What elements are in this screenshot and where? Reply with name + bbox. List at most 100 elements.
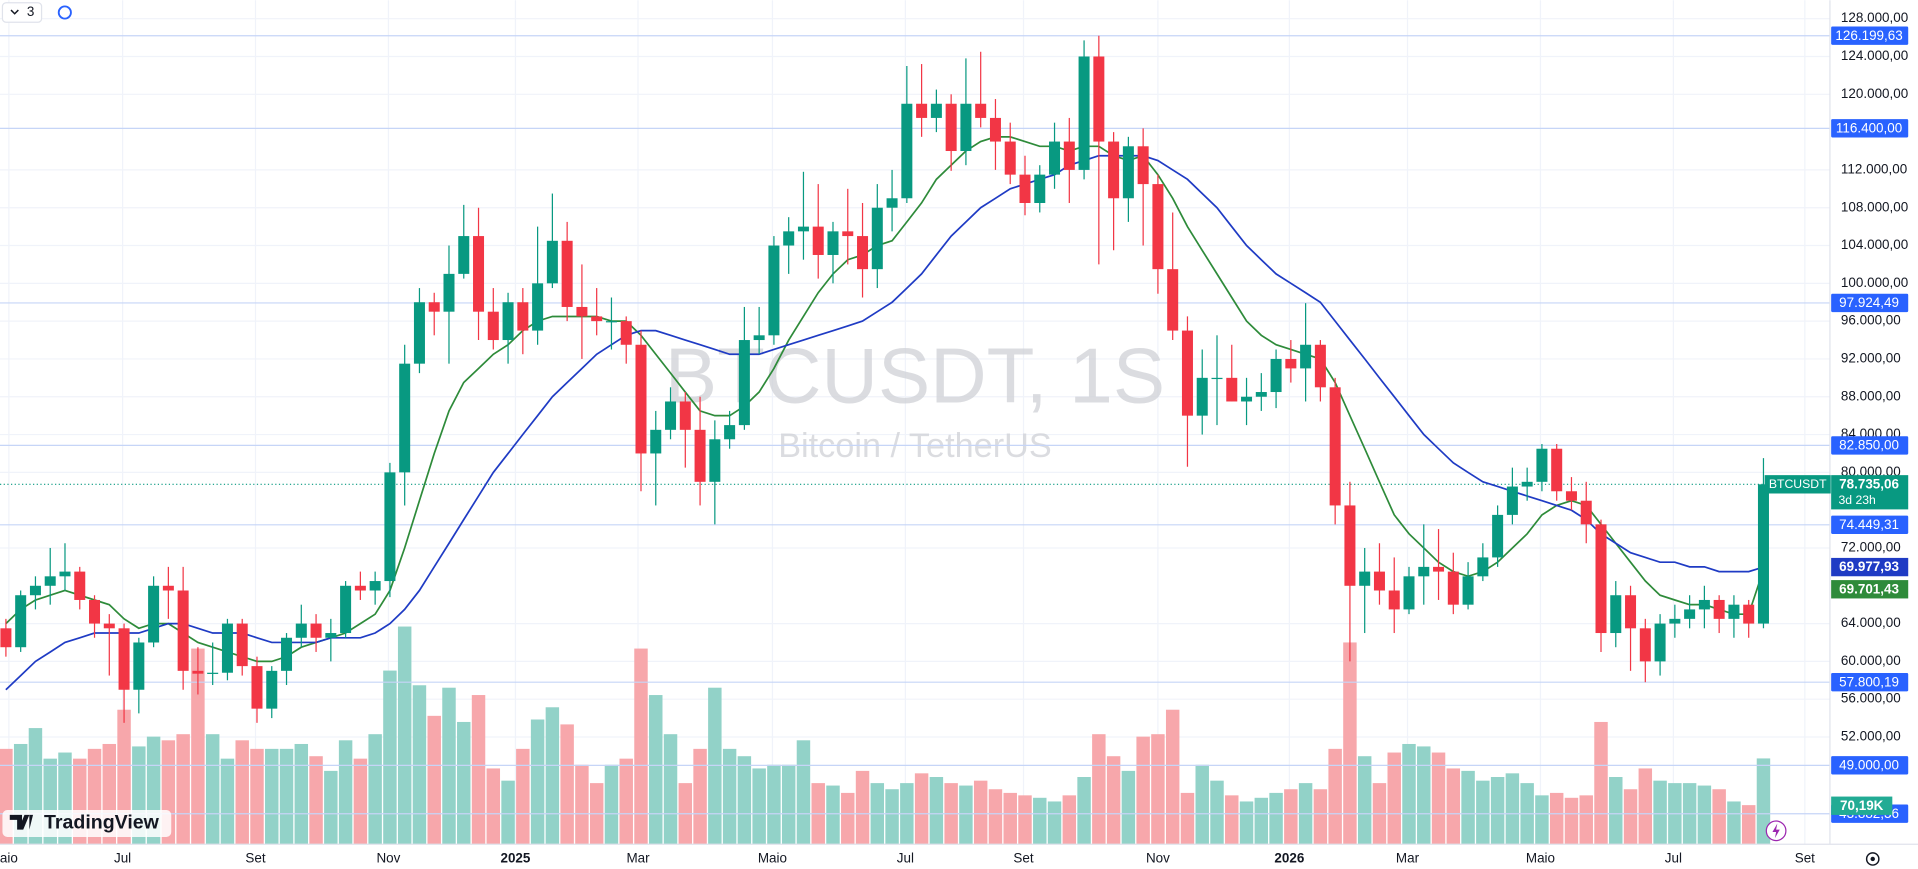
candle-body — [783, 231, 795, 246]
candle-body — [1270, 358, 1282, 393]
level-label: 74.449,31 — [1839, 517, 1899, 532]
candle-body — [1462, 576, 1474, 605]
candle-body — [1610, 595, 1622, 634]
candle-body — [665, 401, 677, 430]
candle-body — [1359, 571, 1371, 586]
candle-body — [399, 363, 411, 473]
volume-bar — [929, 777, 944, 845]
volume-bar — [220, 758, 235, 845]
candle-body — [546, 240, 558, 284]
volume-bar — [1756, 758, 1771, 845]
level-label: 57.800,19 — [1839, 674, 1899, 689]
candle-body — [975, 103, 987, 118]
x-tick-label: Nov — [376, 851, 400, 866]
candle-body — [59, 571, 71, 577]
moving-average-line — [5, 136, 1765, 663]
volume-bar — [796, 740, 811, 845]
last-price-label: 78.735,06 — [1839, 476, 1899, 491]
volume-bar — [279, 748, 294, 845]
candle-body — [1433, 566, 1445, 572]
volume-bar — [1417, 746, 1431, 845]
level-label-bg — [1831, 119, 1909, 138]
symbol-tag: BTCUSDT — [1769, 477, 1827, 491]
level-label-bg — [1831, 756, 1909, 775]
volume-bar — [1180, 792, 1195, 845]
candle-body — [620, 321, 632, 345]
volume-bar — [1313, 789, 1328, 845]
volume-bar — [250, 748, 264, 845]
symbol-tag-bg — [1764, 475, 1831, 494]
countdown-label: 3d 23h — [1838, 493, 1875, 507]
candle-body — [1639, 628, 1651, 662]
candle-body — [1669, 618, 1681, 624]
candle-body — [192, 670, 204, 674]
volume-bar — [737, 756, 752, 845]
logo-text: TradingView — [44, 812, 160, 834]
volume-bar — [1505, 773, 1520, 845]
volume-bar — [973, 780, 988, 845]
candle-body — [1506, 486, 1518, 515]
candle-body — [1181, 330, 1193, 416]
settings-icon[interactable] — [1865, 852, 1880, 866]
volume-bar — [663, 734, 678, 845]
y-tick-label: 112.000,00 — [1841, 161, 1907, 176]
y-tick-label: 128.000,00 — [1841, 10, 1908, 25]
candle-body — [1388, 590, 1400, 610]
volume-bar — [471, 695, 486, 845]
refresh-icon[interactable] — [57, 5, 72, 20]
volume-bar — [1062, 795, 1077, 845]
candle-body — [1241, 396, 1253, 402]
volume-bar — [855, 770, 870, 845]
candle-body — [1137, 146, 1149, 185]
flash-button[interactable] — [1765, 820, 1787, 842]
volume-bar — [1712, 789, 1726, 845]
candle-body — [901, 103, 913, 199]
candle-body — [561, 240, 573, 307]
candle-body — [1713, 599, 1725, 619]
level-label: 82.850,00 — [1839, 438, 1899, 453]
candle-body — [679, 401, 691, 430]
volume-bar — [781, 764, 796, 845]
candle-body — [266, 670, 278, 709]
flash-glyph — [1772, 823, 1780, 839]
logo-bg — [2, 810, 172, 837]
logo: TradingView — [2, 810, 172, 837]
toggle-box[interactable] — [1, 2, 43, 23]
ma-label: 69.701,43 — [1839, 581, 1899, 596]
volume-bar — [1638, 768, 1653, 845]
candle-body — [15, 595, 27, 648]
y-tick-label: 100.000,00 — [1841, 275, 1908, 290]
volume-bar — [634, 648, 648, 845]
volume-bar — [560, 724, 574, 845]
settings-button[interactable] — [1865, 852, 1880, 866]
level-label: 49.000,00 — [1839, 758, 1899, 773]
candle-body — [1314, 344, 1326, 388]
candle-body — [1034, 174, 1046, 203]
candle-body — [502, 302, 514, 341]
candle-body — [1757, 484, 1769, 624]
candle-body — [118, 628, 130, 690]
volume-bar — [1653, 780, 1667, 845]
volume-bar — [1254, 797, 1269, 845]
candle-body — [797, 226, 809, 232]
volume-bar — [1357, 756, 1372, 845]
candle-body — [354, 585, 366, 591]
volume-bar — [914, 773, 929, 845]
candle-body — [591, 316, 603, 322]
candle-body — [310, 623, 322, 638]
moving-averages — [5, 136, 1765, 691]
candle-body — [89, 599, 101, 624]
candle-body — [1551, 448, 1563, 492]
candle-body — [1108, 141, 1120, 199]
volume-bar — [1136, 736, 1150, 845]
candle-body — [1019, 174, 1031, 203]
indicator-count: 3 — [27, 4, 34, 19]
indicators-toggle[interactable]: 3 — [1, 2, 43, 23]
ma-label-bg — [1831, 580, 1909, 599]
refresh-button[interactable] — [57, 5, 72, 20]
axes: aio Jul Set Nov 2025 Mar Maio Jul Set Nov 2026 Mar M… — [0, 10, 1909, 866]
x-tick-label: aio — [0, 851, 18, 866]
candle-body — [517, 302, 529, 331]
volume-bar — [516, 748, 530, 845]
volume-bar — [649, 695, 663, 845]
